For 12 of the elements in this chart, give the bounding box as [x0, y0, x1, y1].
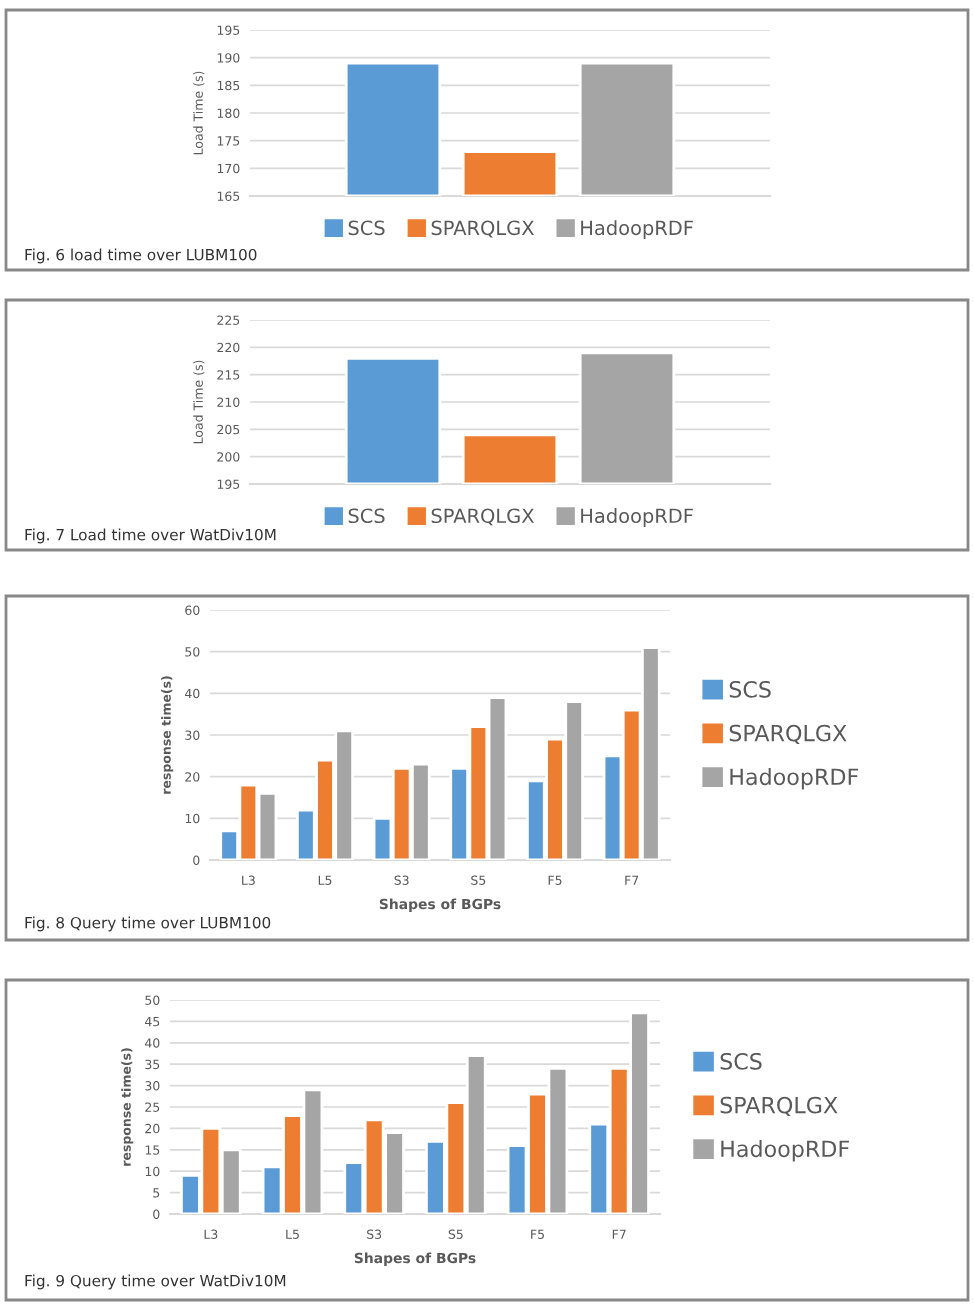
- legend-label: SCS: [729, 680, 771, 698]
- legend-label: SCS: [348, 508, 385, 524]
- legend-label: SPARQLGX: [431, 508, 534, 526]
- legend-label: HadoopRDF: [721, 1139, 849, 1162]
- legend-label: HadoopRDF: [730, 767, 859, 790]
- legend-label: HadoopRDF: [581, 508, 693, 527]
- legend-label: SPARQLGX: [720, 1096, 838, 1116]
- legend-label: SPARQLGX: [431, 220, 534, 238]
- legend-label: SPARQLGX: [729, 724, 847, 744]
- legend-label: SCS: [348, 220, 385, 236]
- legend-label: HadoopRDF: [581, 220, 693, 239]
- legend-label: SCS: [720, 1052, 762, 1070]
